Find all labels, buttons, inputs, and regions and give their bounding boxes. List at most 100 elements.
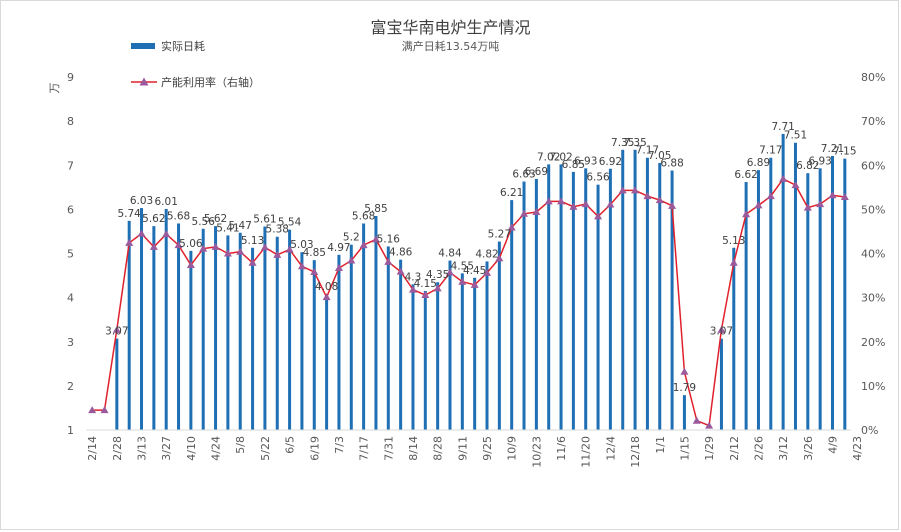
y-tick-label: 6: [67, 203, 74, 216]
utilization-marker: [705, 421, 714, 429]
utilization-marker: [421, 290, 430, 298]
bar: [608, 168, 612, 430]
bar: [843, 158, 847, 430]
bar-data-label: 4.15: [414, 278, 437, 290]
bar-data-label: 5.13: [722, 235, 745, 247]
utilization-marker: [692, 416, 701, 424]
bar-data-label: 5.13: [241, 235, 264, 247]
bar: [115, 338, 119, 430]
utilization-marker: [223, 249, 232, 257]
bar: [744, 182, 748, 430]
legend-line-label: 产能利用率（右轴）: [161, 76, 260, 89]
bar: [559, 164, 563, 430]
utilization-marker: [470, 280, 479, 288]
bar-data-label: 7.02: [549, 151, 572, 163]
utilization-marker: [557, 197, 566, 205]
legend-bar-swatch: [131, 43, 155, 49]
utilization-marker: [618, 186, 627, 194]
bar: [522, 181, 526, 430]
y2-tick-label: 30%: [861, 292, 885, 305]
bar: [386, 246, 390, 430]
utilization-marker: [310, 268, 319, 276]
bar-data-label: 5.47: [229, 220, 252, 232]
bar: [645, 157, 649, 430]
utilization-marker: [162, 230, 171, 238]
x-tick-label: 3/26: [802, 436, 815, 461]
utilization-marker: [631, 186, 640, 194]
bar: [756, 170, 760, 430]
bar: [584, 168, 588, 430]
utilization-marker: [322, 293, 331, 301]
legend-bar: 实际日耗: [131, 38, 205, 54]
bar: [362, 223, 366, 430]
bar: [411, 284, 415, 430]
bar: [732, 247, 736, 430]
bar-data-label: 6.93: [574, 155, 597, 167]
bar-data-label: 6.69: [525, 166, 548, 178]
utilization-marker: [520, 209, 529, 217]
bar: [325, 294, 329, 430]
utilization-marker: [174, 241, 183, 249]
utilization-marker: [532, 208, 541, 216]
bar: [238, 232, 242, 430]
utilization-marker: [100, 406, 109, 414]
y-tick-label: 2: [67, 380, 74, 393]
x-tick-label: 4/24: [210, 436, 223, 461]
bar-data-label: 1.79: [673, 382, 696, 394]
bar-data-label: 5.56: [192, 216, 216, 228]
bar: [621, 149, 625, 430]
utilization-marker: [396, 267, 405, 275]
bar-data-label: 5.61: [253, 214, 276, 226]
bar: [337, 254, 341, 430]
utilization-marker: [137, 229, 146, 237]
bar-data-label: 7.35: [623, 137, 646, 149]
bar-data-label: 6.92: [599, 156, 622, 168]
y-tick-label: 4: [67, 292, 74, 305]
bar-data-label: 4.97: [327, 242, 350, 254]
bar-data-label: 5.38: [266, 224, 289, 236]
bar-data-label: 4.86: [389, 247, 413, 259]
bar-data-label: 5.68: [352, 210, 375, 222]
bar: [633, 149, 637, 430]
bar: [288, 229, 292, 430]
bar-data-label: 6.56: [586, 172, 610, 184]
x-tick-label: 8/28: [432, 436, 445, 461]
bar: [189, 250, 193, 430]
x-tick-label: 6/19: [308, 436, 321, 461]
bar: [571, 171, 575, 430]
x-tick-label: 1/29: [703, 436, 716, 461]
utilization-marker: [766, 192, 775, 200]
utilization-marker: [483, 268, 492, 276]
x-tick-label: 7/17: [358, 436, 371, 461]
utilization-marker: [359, 241, 368, 249]
bar-data-label: 3.07: [710, 326, 733, 338]
x-tick-label: 2/14: [86, 436, 99, 461]
utilization-marker: [717, 325, 726, 333]
bar: [781, 133, 785, 430]
utilization-marker: [273, 250, 282, 258]
y-tick-label: 9: [67, 71, 74, 84]
bar: [152, 226, 156, 430]
bar: [226, 235, 230, 430]
bar-data-label: 5.85: [364, 203, 387, 215]
bar-data-label: 4.84: [438, 248, 462, 260]
bar: [349, 244, 353, 430]
utilization-marker: [828, 191, 837, 199]
bar: [473, 277, 477, 430]
utilization-marker: [433, 284, 442, 292]
bar-data-label: 4.55: [451, 260, 474, 272]
bar-data-label: 7.51: [784, 130, 807, 142]
utilization-marker: [458, 277, 467, 285]
utilization-marker: [285, 245, 294, 253]
bar: [670, 170, 674, 431]
bar-data-label: 5.62: [204, 213, 227, 225]
utilization-marker: [581, 200, 590, 208]
bar-data-label: 6.03: [130, 195, 153, 207]
bar-data-label: 5.62: [142, 213, 165, 225]
x-tick-label: 6/5: [284, 436, 297, 454]
bar: [682, 395, 686, 430]
bar: [164, 208, 168, 430]
bar: [140, 208, 144, 430]
utilization-marker: [643, 192, 652, 200]
